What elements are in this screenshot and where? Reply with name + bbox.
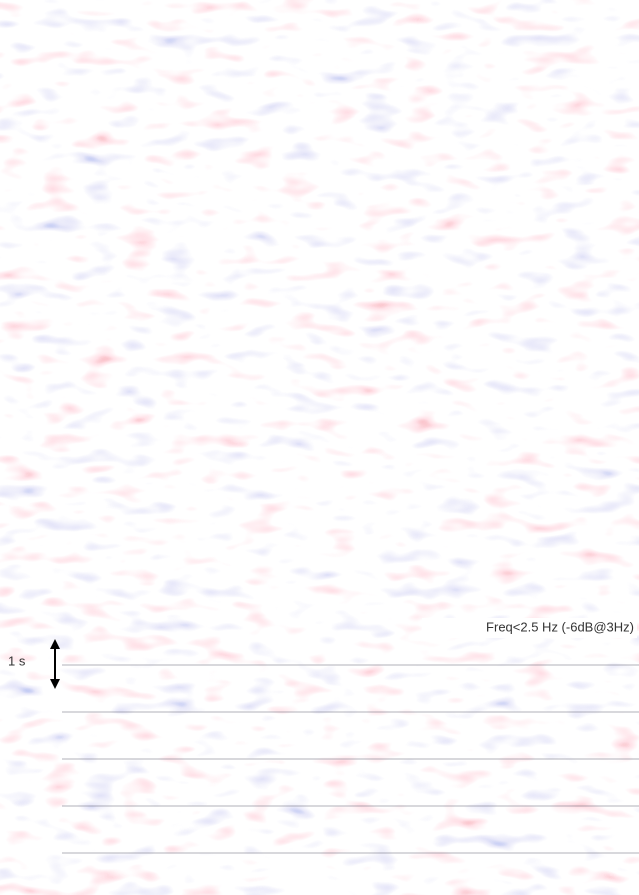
time-lines bbox=[62, 664, 639, 854]
panel-label: Freq<2.5 Hz (-6dB@3Hz) bbox=[486, 619, 634, 634]
y-tick-label: -15 bbox=[18, 206, 26, 212]
x-tick-label: 40 bbox=[102, 303, 108, 309]
spectrum-inset: 0-5-10-15-20-25-30-35-40-45-50-55-600 20 4… bbox=[10, 172, 275, 312]
scale-label: 1 s bbox=[8, 653, 26, 668]
mute-zone bbox=[62, 20, 639, 50]
panel-all-frequencies: All frequencies 1 s bbox=[8, 20, 639, 312]
label-box bbox=[422, 618, 637, 638]
y-tick-label: -20 bbox=[18, 216, 26, 222]
x-tick-label: 0 bbox=[26, 303, 29, 309]
reflector bbox=[61, 46, 639, 76]
panel-label: Freq<3.5 Hz (-6dB@4Hz) bbox=[486, 325, 634, 340]
x-tick-label: 80 bbox=[180, 303, 186, 309]
y-tick-label: -35 bbox=[18, 247, 26, 253]
y-tick-label: -10 bbox=[18, 196, 26, 202]
y-tick-label: -50 bbox=[18, 277, 26, 283]
y-tick-label: -25 bbox=[18, 226, 26, 232]
panel-label: All frequencies bbox=[549, 31, 635, 46]
y-tick-label: -55 bbox=[18, 287, 26, 293]
y-tick-label: -60 bbox=[18, 297, 26, 303]
x-tick-label: 120 bbox=[256, 303, 265, 309]
y-tick-label: 0 bbox=[23, 175, 26, 181]
label-box bbox=[510, 30, 637, 50]
inset-background bbox=[10, 172, 275, 312]
y-tick-label: -45 bbox=[18, 267, 26, 273]
x-tick-label: 100 bbox=[217, 303, 226, 309]
label-box bbox=[422, 324, 637, 344]
panel-freq-3-5: Freq<3.5 Hz (-6dB@4Hz) 1 s bbox=[8, 320, 639, 605]
y-tick-label: -30 bbox=[18, 236, 26, 242]
x-tick-label: 20 bbox=[64, 303, 70, 309]
time-lines bbox=[62, 75, 639, 265]
time-lines bbox=[62, 371, 639, 559]
seismic-image bbox=[275, 172, 639, 312]
panel-freq-2-5: Freq<2.5 Hz (-6dB@3Hz) 1 s bbox=[8, 612, 639, 895]
seismic-image bbox=[62, 612, 639, 895]
scale-label: 1 s bbox=[8, 381, 26, 396]
y-tick-label: -5 bbox=[21, 186, 26, 192]
scale-label: 1 s bbox=[8, 90, 26, 105]
x-tick-label: 60 bbox=[141, 303, 147, 309]
seismic-image bbox=[62, 320, 639, 605]
spectrum-line bbox=[27, 180, 271, 301]
y-tick-label: -40 bbox=[18, 257, 26, 263]
